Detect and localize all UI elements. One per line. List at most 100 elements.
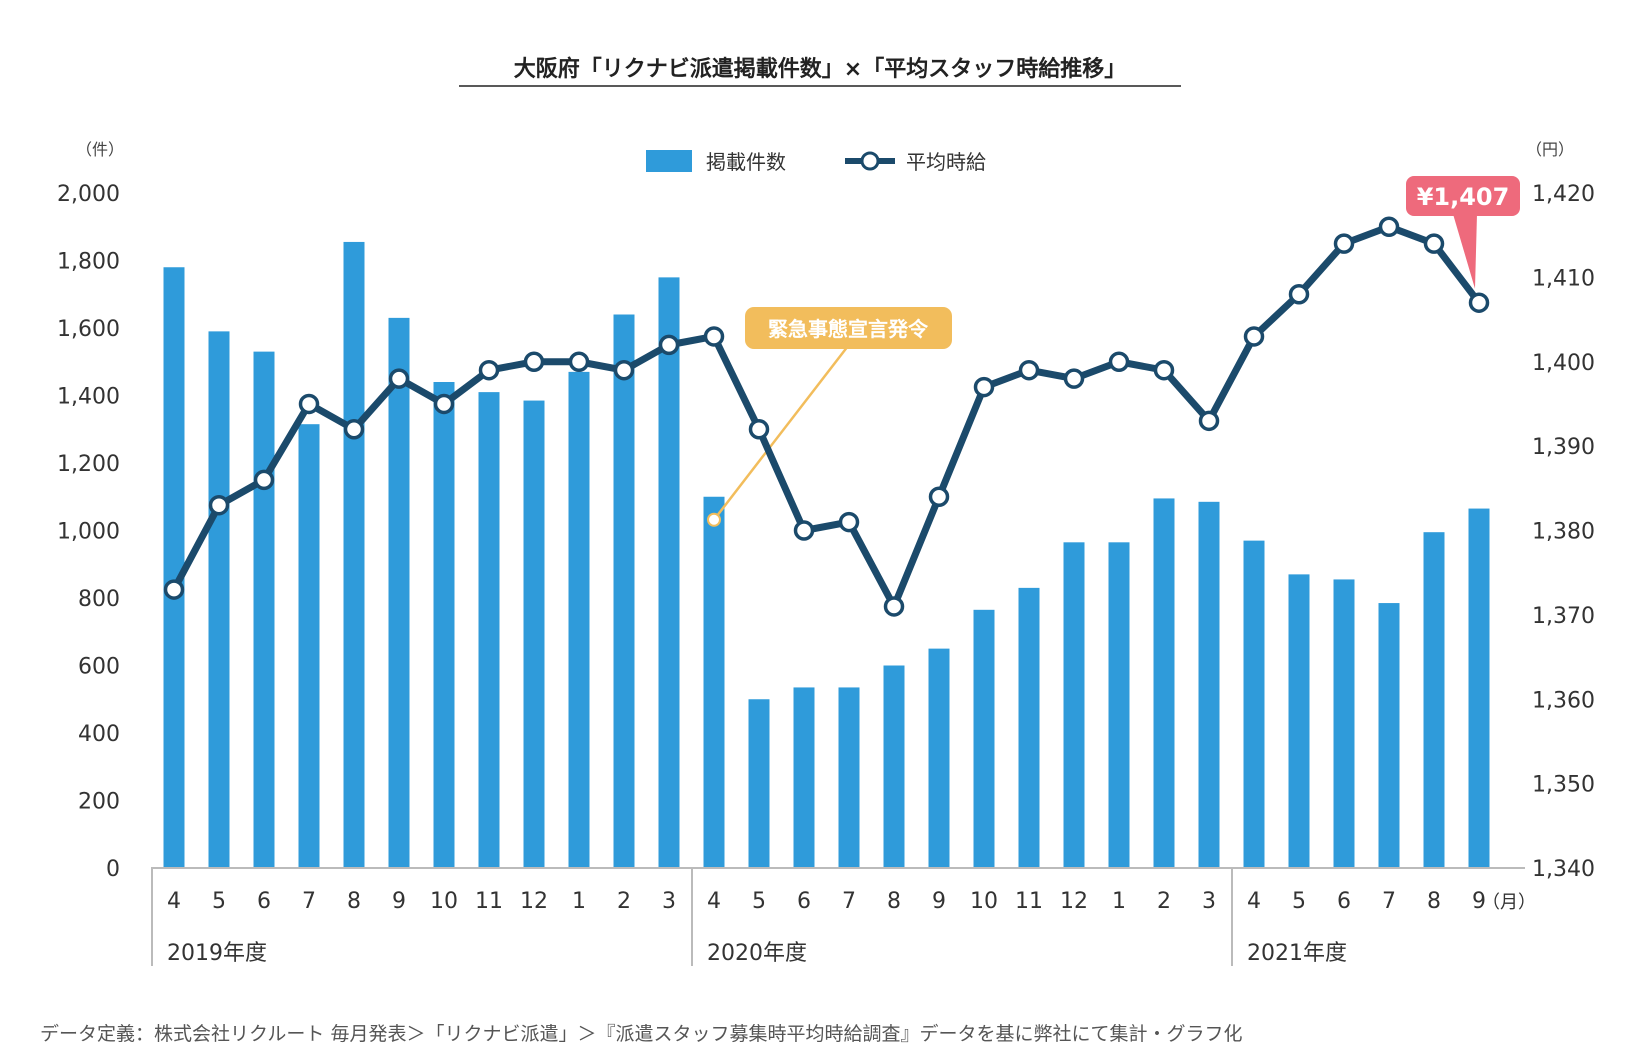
line-point [973,376,995,398]
left-tick-label: 200 [78,790,120,815]
bar-series [163,241,1490,868]
x-tick-label: 4 [1247,889,1261,914]
bar [523,400,545,868]
bar [208,331,230,868]
bar [748,699,770,868]
bar [253,351,275,868]
line-point [703,326,725,347]
bar [883,665,905,868]
price-callout-pointer [1453,214,1477,289]
x-tick-label: 6 [1337,889,1351,914]
x-tick-label: 8 [347,889,361,914]
bar [1288,574,1310,868]
x-tick-label: 9 [1472,889,1486,914]
line-point [793,520,815,541]
left-tick-label: 2,000 [57,182,120,207]
left-tick-label: 1,000 [57,520,120,545]
price-callout-box [1406,176,1520,216]
right-tick-label: 1,360 [1532,688,1595,713]
left-tick-label: 1,400 [57,385,120,410]
right-tick-label: 1,340 [1532,857,1595,882]
bar [163,267,185,868]
legend-bar-label: 掲載件数 [706,150,786,174]
legend: 掲載件数 平均時給 [646,150,986,174]
legend-bar-swatch [646,150,692,172]
x-axis: 4 5 6 7 8 9 10 11 12 1 2 3 4 5 6 7 8 9 10 11 12 1 2 3 4 5 6 7 8 9（月）2… [151,868,1536,966]
bar [973,609,995,868]
bar [838,687,860,868]
fiscal-year-label: 2020年度 [707,941,807,966]
line-point [883,596,905,617]
price-callout-text: ¥1,407 [1417,183,1510,211]
left-tick-label: 1,600 [57,317,120,342]
x-tick-label: 7 [1382,889,1396,914]
right-tick-label: 1,350 [1532,773,1595,798]
bar [1063,542,1085,868]
bar [1378,603,1400,868]
x-tick-label: 10 [970,889,998,914]
line-point [928,486,950,507]
bar [1018,587,1040,868]
x-tick-label: 12 [520,889,548,914]
line-point [1468,292,1490,313]
annotation-text: 緊急事態宣言発令 [768,317,929,341]
bar [703,496,725,868]
x-tick-label: 7 [302,889,316,914]
x-tick-label: 11 [475,889,503,914]
line-point [523,351,545,372]
left-axis-ticks: 0 200 400 600 800 1,000 1,200 1,400 1,600 1,800 2,… [57,182,120,882]
right-tick-label: 1,390 [1532,435,1595,460]
left-axis-unit: （件） [76,140,124,159]
bar [658,277,680,868]
line-point [298,393,320,415]
bar [388,317,410,868]
line-point [1333,233,1355,254]
x-tick-label: 8 [887,889,901,914]
x-tick-label: 6 [797,889,811,914]
annotation-box [745,307,952,349]
bar [793,687,815,868]
line-point [838,511,860,533]
line-point [1018,359,1040,381]
line-point [1423,233,1445,254]
line-point [1108,351,1130,372]
left-tick-label: 0 [106,857,120,882]
x-tick-label: 10 [430,889,458,914]
x-tick-label: 9 [932,889,946,914]
bar [433,382,455,868]
line-point [1378,216,1400,237]
line-point [1243,326,1265,347]
line-series [163,216,1490,617]
line-point [433,393,455,415]
right-tick-label: 1,410 [1532,266,1595,291]
right-axis-ticks: 1,340 1,350 1,360 1,370 1,380 1,390 1,400 1,410… [1532,182,1595,882]
bar [928,648,950,868]
footnote: データ定義：株式会社リクルート 毎月発表＞「リクナビ派遣」＞『派遣スタッフ募集時… [40,1023,1242,1045]
line-point [658,334,680,356]
bar [568,371,590,868]
fiscal-year-label: 2021年度 [1247,941,1347,966]
right-tick-label: 1,380 [1532,520,1595,545]
right-axis-unit: （円） [1526,140,1574,159]
bar [613,314,635,868]
left-tick-label: 800 [78,587,120,612]
line-point [748,419,770,440]
bar [1468,508,1490,868]
annotation-point [707,512,721,527]
line-point [253,469,275,491]
x-tick-label: 11 [1015,889,1043,914]
line-point [478,359,500,381]
x-tick-label: 8 [1427,889,1441,914]
bar [1198,501,1220,868]
x-tick-label: 7 [842,889,856,914]
x-tick-label: 5 [212,889,226,914]
x-tick-label: 6 [257,889,271,914]
x-tick-label: 3 [1202,889,1216,914]
chart-title: 大阪府「リクナビ派遣掲載件数」×「平均スタッフ時給推移」 [514,56,1126,82]
line-point [568,351,590,372]
x-tick-label: 2 [617,889,631,914]
line-point [613,359,635,381]
x-tick-label: 9 [392,889,406,914]
x-tick-label: 5 [1292,889,1306,914]
